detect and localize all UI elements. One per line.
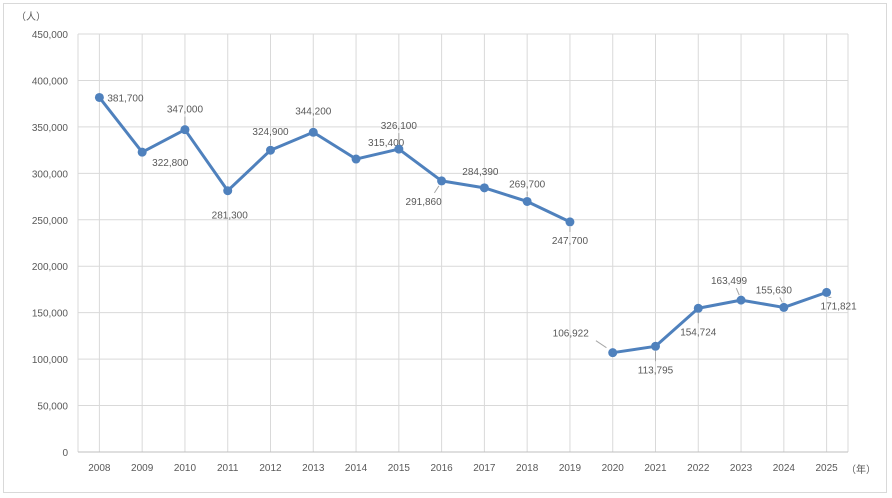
- data-label-leader: [779, 297, 783, 303]
- x-tick-label: 2017: [473, 463, 496, 474]
- x-tick-label: 2022: [687, 463, 710, 474]
- x-tick-label: 2015: [388, 463, 411, 474]
- data-point: [137, 147, 147, 157]
- y-axis-unit-label: （人）: [16, 11, 46, 23]
- data-label: 155,630: [756, 285, 793, 296]
- data-label: 344,200: [295, 106, 332, 117]
- data-label: 281,300: [212, 211, 249, 222]
- data-label: 322,800: [152, 158, 189, 169]
- data-label: 163,499: [711, 276, 748, 287]
- series-line-segment: [98, 96, 571, 224]
- data-point: [180, 125, 190, 135]
- data-label: 381,700: [107, 93, 144, 104]
- data-label-leader: [735, 287, 740, 296]
- data-label: 291,860: [406, 197, 443, 208]
- y-tick-label: 250,000: [32, 216, 69, 227]
- data-point: [223, 186, 233, 196]
- data-label: 154,724: [680, 327, 717, 338]
- y-tick-label: 400,000: [32, 76, 69, 87]
- y-tick-label: 200,000: [32, 262, 69, 273]
- data-label-leader: [433, 185, 440, 194]
- x-tick-label: 2013: [302, 463, 325, 474]
- data-label: 284,390: [462, 167, 499, 178]
- data-label: 326,100: [381, 121, 418, 132]
- data-point: [651, 341, 660, 351]
- x-tick-label: 2019: [559, 463, 582, 474]
- data-point: [437, 176, 447, 186]
- data-point: [308, 127, 318, 137]
- data-point: [736, 295, 746, 305]
- x-tick-label: 2009: [131, 463, 154, 474]
- x-tick-label: 2014: [345, 463, 368, 474]
- x-tick-label: 2011: [217, 463, 239, 474]
- data-point: [94, 92, 104, 102]
- y-tick-label: 350,000: [32, 123, 69, 134]
- data-label: 347,000: [167, 105, 204, 116]
- data-point: [693, 303, 703, 313]
- y-tick-label: 0: [62, 448, 68, 459]
- x-tick-label: 2016: [430, 463, 453, 474]
- x-tick-label: 2023: [730, 463, 753, 474]
- data-label: 171,821: [821, 301, 858, 312]
- data-point: [608, 348, 618, 358]
- y-tick-label: 300,000: [32, 169, 69, 180]
- data-point: [394, 144, 404, 154]
- x-tick-label: 2021: [644, 463, 667, 474]
- y-tick-label: 100,000: [32, 355, 69, 366]
- data-point: [565, 217, 575, 227]
- data-label: 106,922: [553, 329, 590, 340]
- x-axis-unit-label: （年）: [846, 463, 876, 476]
- y-tick-label: 450,000: [32, 30, 69, 41]
- x-tick-label: 2010: [174, 463, 197, 474]
- data-point: [822, 287, 832, 297]
- series-line-segment: [612, 290, 828, 355]
- data-point: [351, 154, 361, 164]
- x-tick-label: 2018: [516, 463, 539, 474]
- x-tick-label: 2012: [259, 463, 282, 474]
- x-tick-label: 2025: [815, 463, 838, 474]
- data-point: [479, 183, 489, 193]
- data-label: 247,700: [552, 236, 589, 247]
- chart-frame: [3, 3, 887, 493]
- x-tick-label: 2020: [602, 463, 625, 474]
- data-label-leader: [595, 340, 607, 349]
- data-point: [522, 196, 532, 206]
- data-point: [779, 302, 789, 312]
- data-label: 269,700: [509, 179, 546, 190]
- y-tick-label: 150,000: [32, 309, 69, 320]
- x-tick-label: 2008: [88, 463, 111, 474]
- data-label: 315,400: [368, 138, 405, 149]
- data-point: [266, 145, 275, 155]
- data-label: 113,795: [638, 365, 674, 376]
- y-tick-label: 50,000: [37, 402, 68, 413]
- x-tick-label: 2024: [773, 463, 796, 474]
- data-label: 324,900: [252, 127, 289, 138]
